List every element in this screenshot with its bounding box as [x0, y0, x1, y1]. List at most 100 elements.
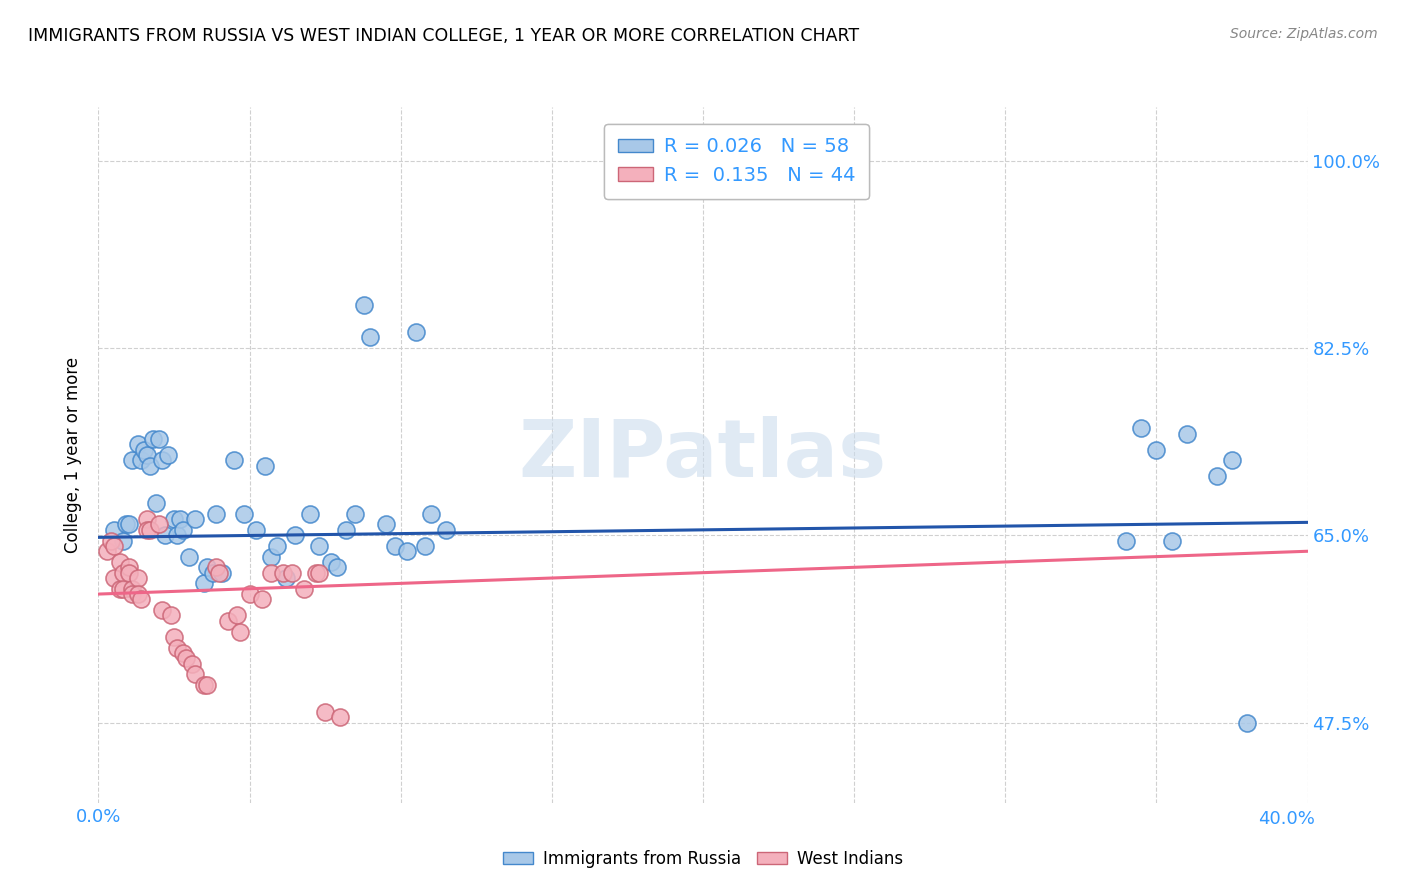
Point — [1220, 453, 1243, 467]
Point — [224, 453, 246, 467]
Point — [111, 566, 134, 580]
Point — [239, 587, 262, 601]
Point — [271, 566, 294, 580]
Point — [405, 325, 427, 339]
Point — [153, 528, 176, 542]
Point — [118, 560, 141, 574]
Point — [96, 544, 118, 558]
Point — [139, 523, 162, 537]
Point — [374, 517, 396, 532]
Point — [1130, 421, 1153, 435]
Point — [250, 592, 273, 607]
Point — [281, 566, 304, 580]
Point — [217, 614, 239, 628]
Point — [127, 571, 149, 585]
Point — [1206, 469, 1229, 483]
Text: 40.0%: 40.0% — [1258, 810, 1315, 828]
Point — [329, 710, 352, 724]
Point — [211, 566, 233, 580]
Point — [145, 496, 167, 510]
Point — [108, 555, 131, 569]
Point — [103, 523, 125, 537]
Point — [163, 512, 186, 526]
Point — [245, 523, 267, 537]
Point — [179, 549, 201, 564]
Point — [169, 512, 191, 526]
Point — [127, 587, 149, 601]
Point — [208, 566, 231, 580]
Point — [205, 560, 228, 574]
Point — [420, 507, 443, 521]
Point — [121, 582, 143, 596]
Point — [150, 453, 173, 467]
Point — [139, 458, 162, 473]
Point — [353, 298, 375, 312]
Point — [129, 592, 152, 607]
Y-axis label: College, 1 year or more: College, 1 year or more — [63, 357, 82, 553]
Point — [148, 432, 170, 446]
Point — [413, 539, 436, 553]
Point — [202, 566, 225, 580]
Point — [150, 603, 173, 617]
Point — [103, 571, 125, 585]
Point — [121, 453, 143, 467]
Point — [1146, 442, 1168, 457]
Point — [132, 442, 155, 457]
Point — [118, 566, 141, 580]
Point — [321, 555, 343, 569]
Point — [260, 566, 283, 580]
Point — [127, 437, 149, 451]
Text: ZIPatlas: ZIPatlas — [519, 416, 887, 494]
Point — [184, 512, 207, 526]
Point — [195, 678, 218, 692]
Point — [172, 523, 194, 537]
Point — [292, 582, 315, 596]
Point — [174, 651, 197, 665]
Text: Source: ZipAtlas.com: Source: ZipAtlas.com — [1230, 27, 1378, 41]
Point — [193, 576, 215, 591]
Legend: Immigrants from Russia, West Indians: Immigrants from Russia, West Indians — [496, 844, 910, 875]
Point — [163, 630, 186, 644]
Point — [308, 539, 330, 553]
Point — [166, 640, 188, 655]
Point — [103, 539, 125, 553]
Point — [135, 523, 157, 537]
Point — [205, 507, 228, 521]
Point — [226, 608, 249, 623]
Point — [253, 458, 276, 473]
Point — [142, 432, 165, 446]
Point — [326, 560, 349, 574]
Point — [111, 533, 134, 548]
Point — [335, 523, 357, 537]
Point — [305, 566, 328, 580]
Text: IMMIGRANTS FROM RUSSIA VS WEST INDIAN COLLEGE, 1 YEAR OR MORE CORRELATION CHART: IMMIGRANTS FROM RUSSIA VS WEST INDIAN CO… — [28, 27, 859, 45]
Point — [135, 448, 157, 462]
Point — [1175, 426, 1198, 441]
Point — [360, 330, 382, 344]
Point — [229, 624, 252, 639]
Point — [260, 549, 283, 564]
Point — [121, 587, 143, 601]
Point — [172, 646, 194, 660]
Point — [308, 566, 330, 580]
Point — [395, 544, 418, 558]
Point — [114, 517, 136, 532]
Point — [1115, 533, 1137, 548]
Point — [274, 571, 297, 585]
Point — [299, 507, 322, 521]
Point — [111, 582, 134, 596]
Point — [193, 678, 215, 692]
Point — [166, 528, 188, 542]
Point — [434, 523, 457, 537]
Point — [1160, 533, 1182, 548]
Legend: R = 0.026   N = 58, R =  0.135   N = 44: R = 0.026 N = 58, R = 0.135 N = 44 — [605, 124, 869, 199]
Point — [129, 453, 152, 467]
Point — [314, 705, 336, 719]
Point — [135, 512, 157, 526]
Point — [160, 608, 183, 623]
Point — [284, 528, 307, 542]
Point — [148, 517, 170, 532]
Point — [184, 667, 207, 681]
Point — [1236, 715, 1258, 730]
Point — [181, 657, 204, 671]
